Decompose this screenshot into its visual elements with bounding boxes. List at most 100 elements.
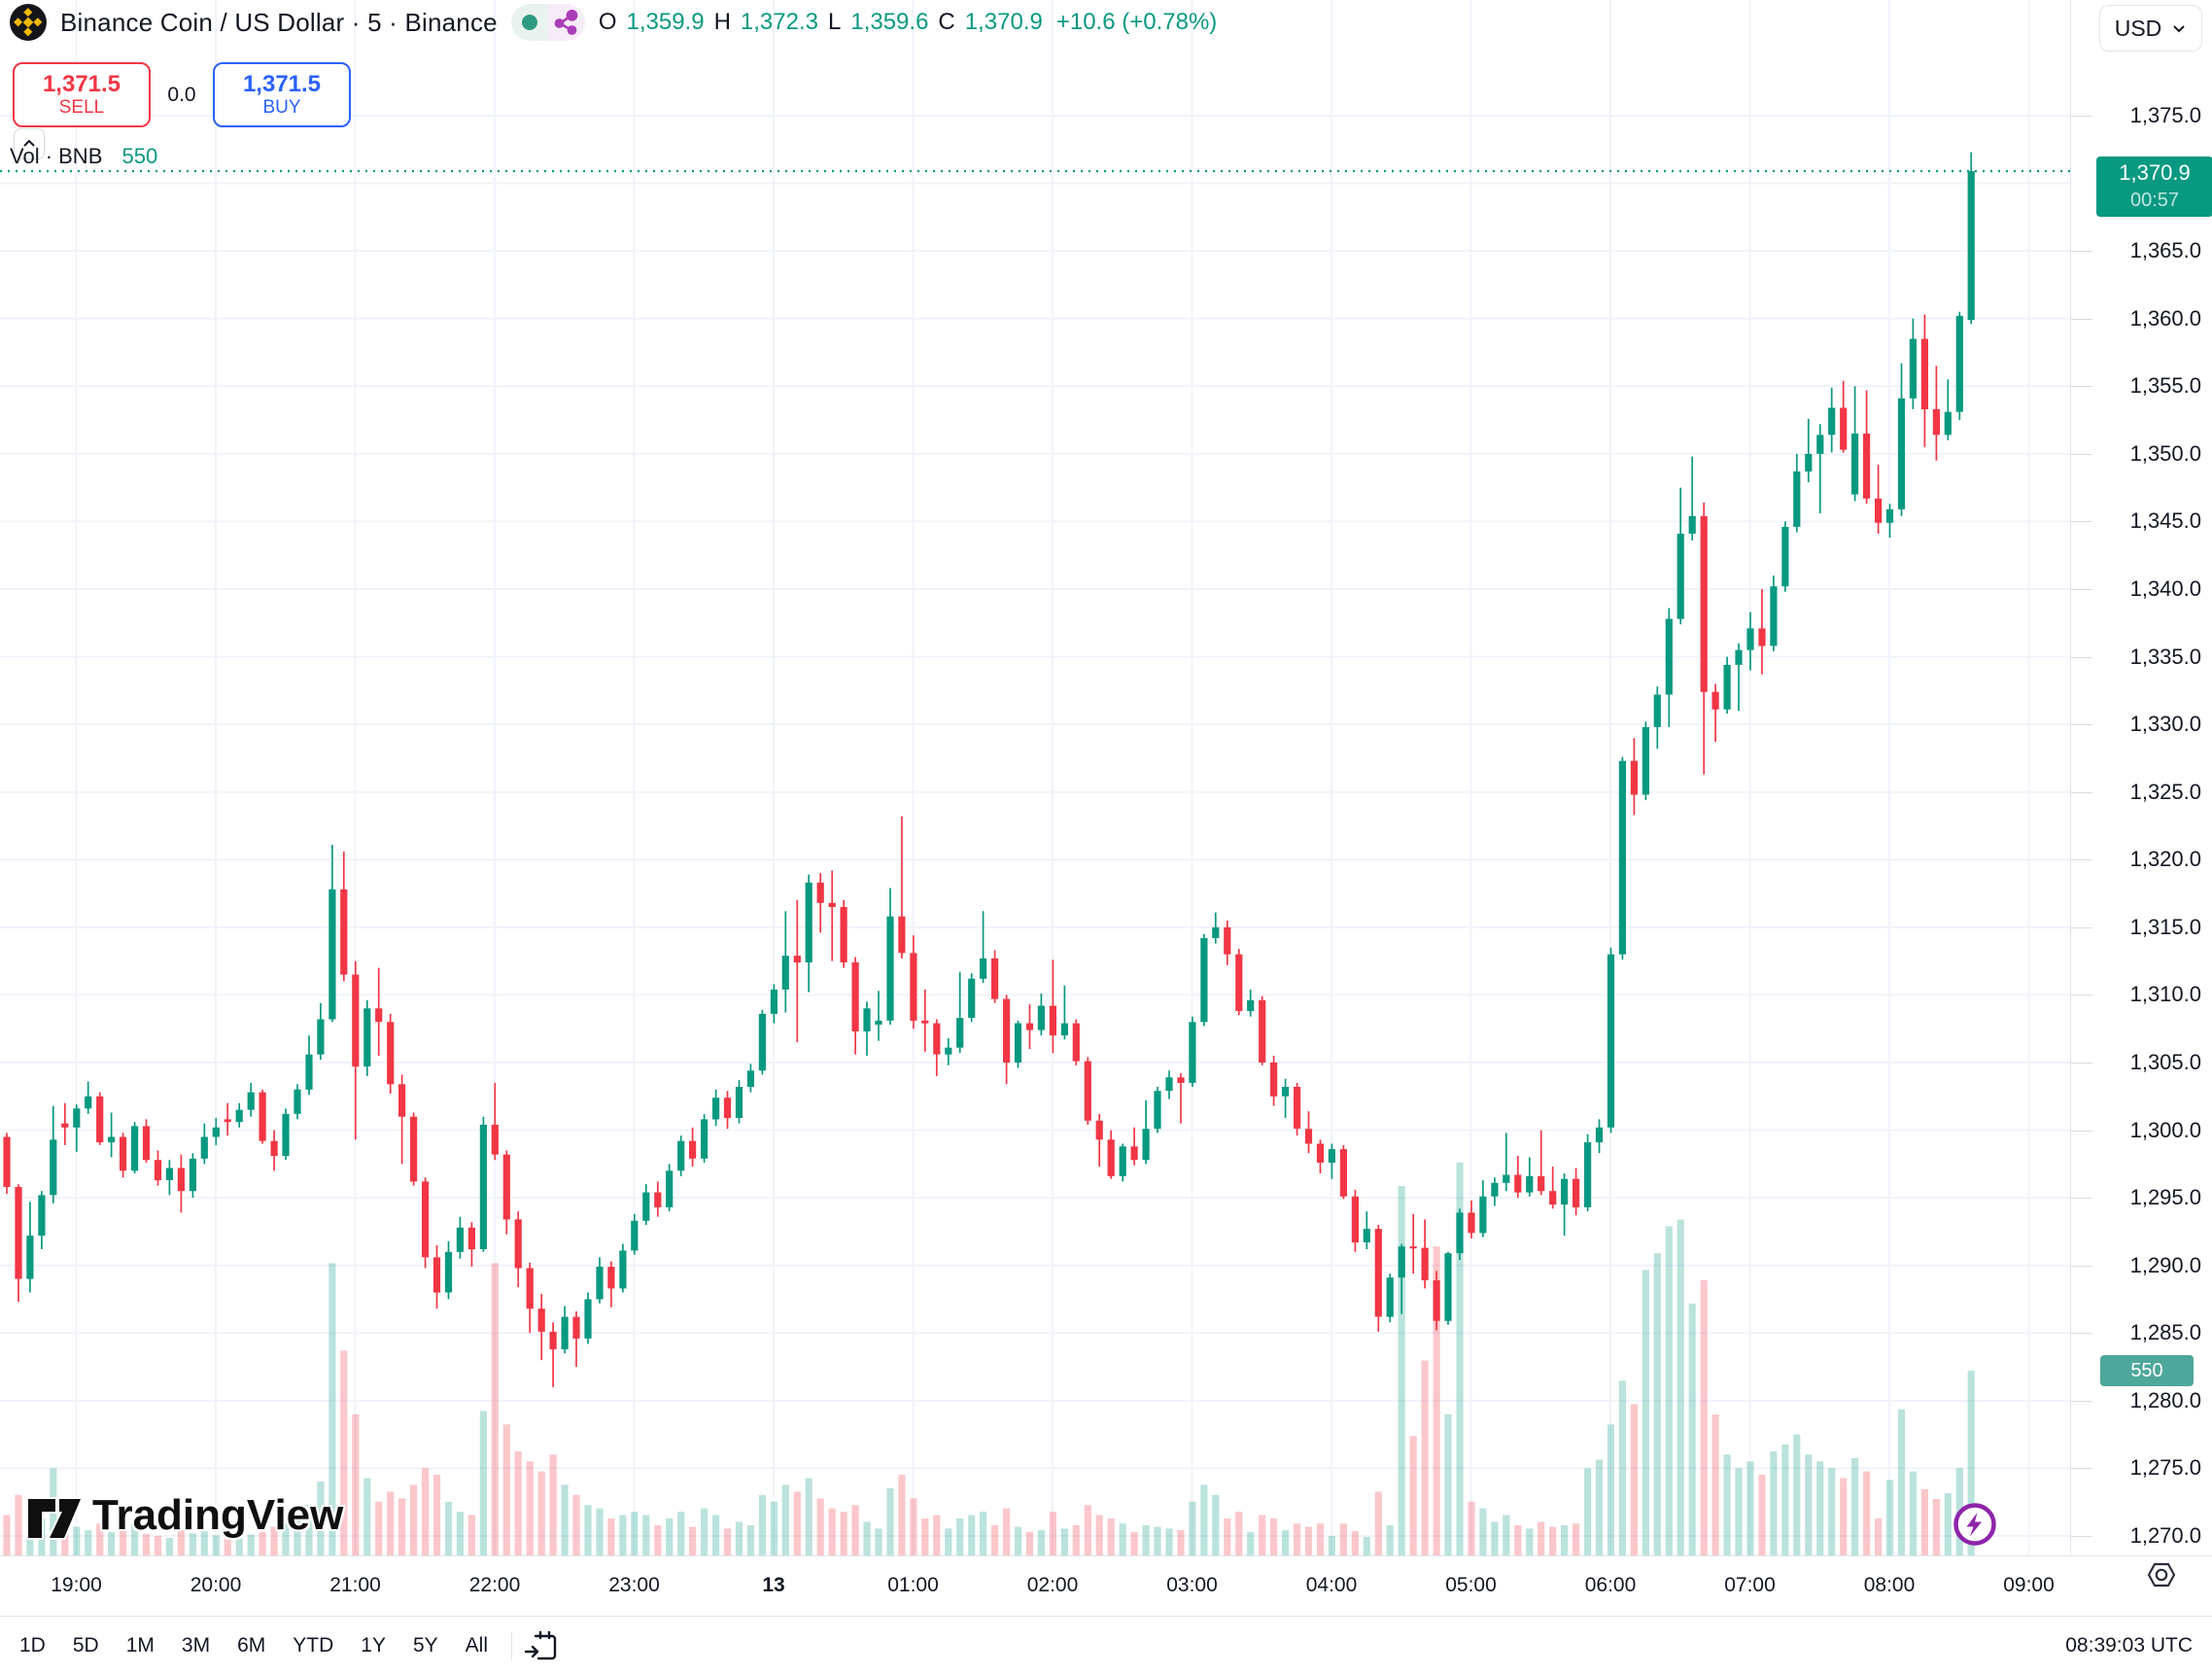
candle: [1212, 912, 1220, 944]
symbol-title[interactable]: Binance Coin / US Dollar · 5 · Binance: [60, 7, 498, 37]
time-axis[interactable]: 19:00 20:00 21:00 22:00 23:00 13 01:00 02:00 03:…: [0, 1555, 2212, 1617]
candle: [1409, 1213, 1417, 1274]
volume-legend-label: Vol · BNB: [10, 144, 103, 168]
price-tick-label: 1,315.0: [2129, 914, 2201, 939]
volume-bar: [259, 1531, 266, 1555]
market-status-chip[interactable]: [510, 4, 548, 41]
candle: [980, 911, 987, 983]
candle: [723, 1091, 732, 1130]
volume-bar: [235, 1536, 243, 1555]
range-button-1d[interactable]: 1D: [19, 1634, 46, 1657]
candle: [224, 1102, 231, 1136]
chart-canvas[interactable]: [0, 0, 2070, 1555]
instant-trading-button[interactable]: [1952, 1501, 1998, 1548]
candle: [712, 1089, 720, 1127]
candle: [1479, 1180, 1487, 1238]
volume-bar: [1468, 1501, 1475, 1555]
candle: [432, 1244, 441, 1309]
candle: [467, 1222, 475, 1268]
candle: [1897, 363, 1906, 516]
chevron-down-icon: [2173, 25, 2185, 33]
volume-bar: [1270, 1518, 1278, 1555]
price-tick-label: 1,330.0: [2129, 712, 2201, 737]
candle: [1793, 453, 1801, 533]
volume-bar: [85, 1530, 92, 1555]
volume-bar: [1932, 1499, 1940, 1555]
volume-bar: [1711, 1413, 1719, 1555]
candle: [1165, 1070, 1173, 1099]
candle: [305, 1035, 313, 1096]
range-button-all[interactable]: All: [465, 1634, 488, 1657]
price-tick-mark: [2071, 1468, 2092, 1470]
volume-bar: [945, 1528, 952, 1555]
sell-label: SELL: [58, 97, 105, 119]
candle: [607, 1261, 615, 1308]
range-button-1m[interactable]: 1M: [125, 1634, 155, 1657]
volume-bar: [1259, 1515, 1266, 1555]
sell-button[interactable]: 1,371.5 SELL: [13, 62, 151, 127]
price-tick-label: 1,375.0: [2129, 103, 2201, 127]
volume-bar: [689, 1526, 697, 1555]
clock-timezone-button[interactable]: 08:39:03 UTC: [2065, 1634, 2193, 1657]
candle: [840, 900, 847, 968]
currency-dropdown[interactable]: USD: [2099, 5, 2202, 52]
range-button-5d[interactable]: 5D: [72, 1634, 99, 1657]
price-tick-mark: [2071, 926, 2092, 928]
axis-settings-button[interactable]: [2146, 1559, 2177, 1590]
volume-bar: [1247, 1531, 1255, 1555]
candle: [1653, 686, 1661, 750]
volume-bar: [3, 1515, 11, 1555]
volume-bar: [502, 1424, 510, 1555]
candle: [1909, 318, 1917, 409]
volume-bar: [1119, 1523, 1126, 1555]
volume-bar: [1479, 1508, 1487, 1555]
volume-bar: [886, 1487, 894, 1555]
collapse-legend-button[interactable]: [14, 128, 45, 159]
volume-bar: [1060, 1528, 1068, 1555]
candle: [1386, 1273, 1394, 1323]
candle: [1840, 380, 1848, 453]
volume-bar: [875, 1528, 882, 1555]
volume-bar: [1885, 1480, 1894, 1555]
volume-bar: [61, 1524, 69, 1555]
share-chip[interactable]: [547, 4, 585, 41]
candle: [1130, 1127, 1138, 1166]
range-button-5y[interactable]: 5Y: [412, 1634, 438, 1657]
sell-price: 1,371.5: [42, 70, 121, 97]
candle: [1119, 1143, 1126, 1182]
candle: [701, 1113, 709, 1163]
candle: [1177, 1073, 1185, 1124]
volume-bar: [1746, 1461, 1754, 1555]
volume-bar: [131, 1524, 139, 1555]
buy-button[interactable]: 1,371.5 BUY: [213, 62, 351, 127]
range-button-6m[interactable]: 6M: [237, 1634, 266, 1657]
range-button-1y[interactable]: 1Y: [361, 1634, 386, 1657]
volume-bar: [1095, 1515, 1103, 1555]
volume-bar: [654, 1524, 662, 1555]
volume-bar: [398, 1498, 406, 1555]
calendar-goto-icon: [524, 1630, 557, 1660]
volume-bar: [1526, 1528, 1534, 1555]
candle: [1491, 1177, 1499, 1206]
price-axis[interactable]: 1,370.9 00:57 550 1,375.0 1,365.0 1,360.0 1…: [2070, 0, 2212, 1555]
volume-bar: [746, 1524, 754, 1555]
tradingview-logo[interactable]: TradingView: [24, 1489, 343, 1542]
go-to-date-button[interactable]: [522, 1628, 561, 1663]
candle: [689, 1127, 697, 1168]
candle: [1304, 1111, 1313, 1154]
volume-bar: [781, 1484, 789, 1555]
low-label: L: [827, 9, 842, 35]
candle: [1316, 1139, 1325, 1174]
candle: [572, 1311, 580, 1368]
price-tick-label: 1,310.0: [2129, 982, 2201, 1007]
time-tick-label: 01:00: [887, 1574, 939, 1596]
volume-bar: [1967, 1371, 1975, 1555]
time-tick-label: 09:00: [2003, 1574, 2055, 1596]
price-tick-label: 1,305.0: [2129, 1050, 2201, 1074]
range-button-3m[interactable]: 3M: [181, 1634, 211, 1657]
candle: [479, 1116, 487, 1252]
price-tick-mark: [2071, 589, 2092, 590]
candle: [270, 1130, 278, 1171]
range-button-ytd[interactable]: YTD: [293, 1634, 334, 1657]
time-tick-label: 04:00: [1305, 1574, 1358, 1596]
